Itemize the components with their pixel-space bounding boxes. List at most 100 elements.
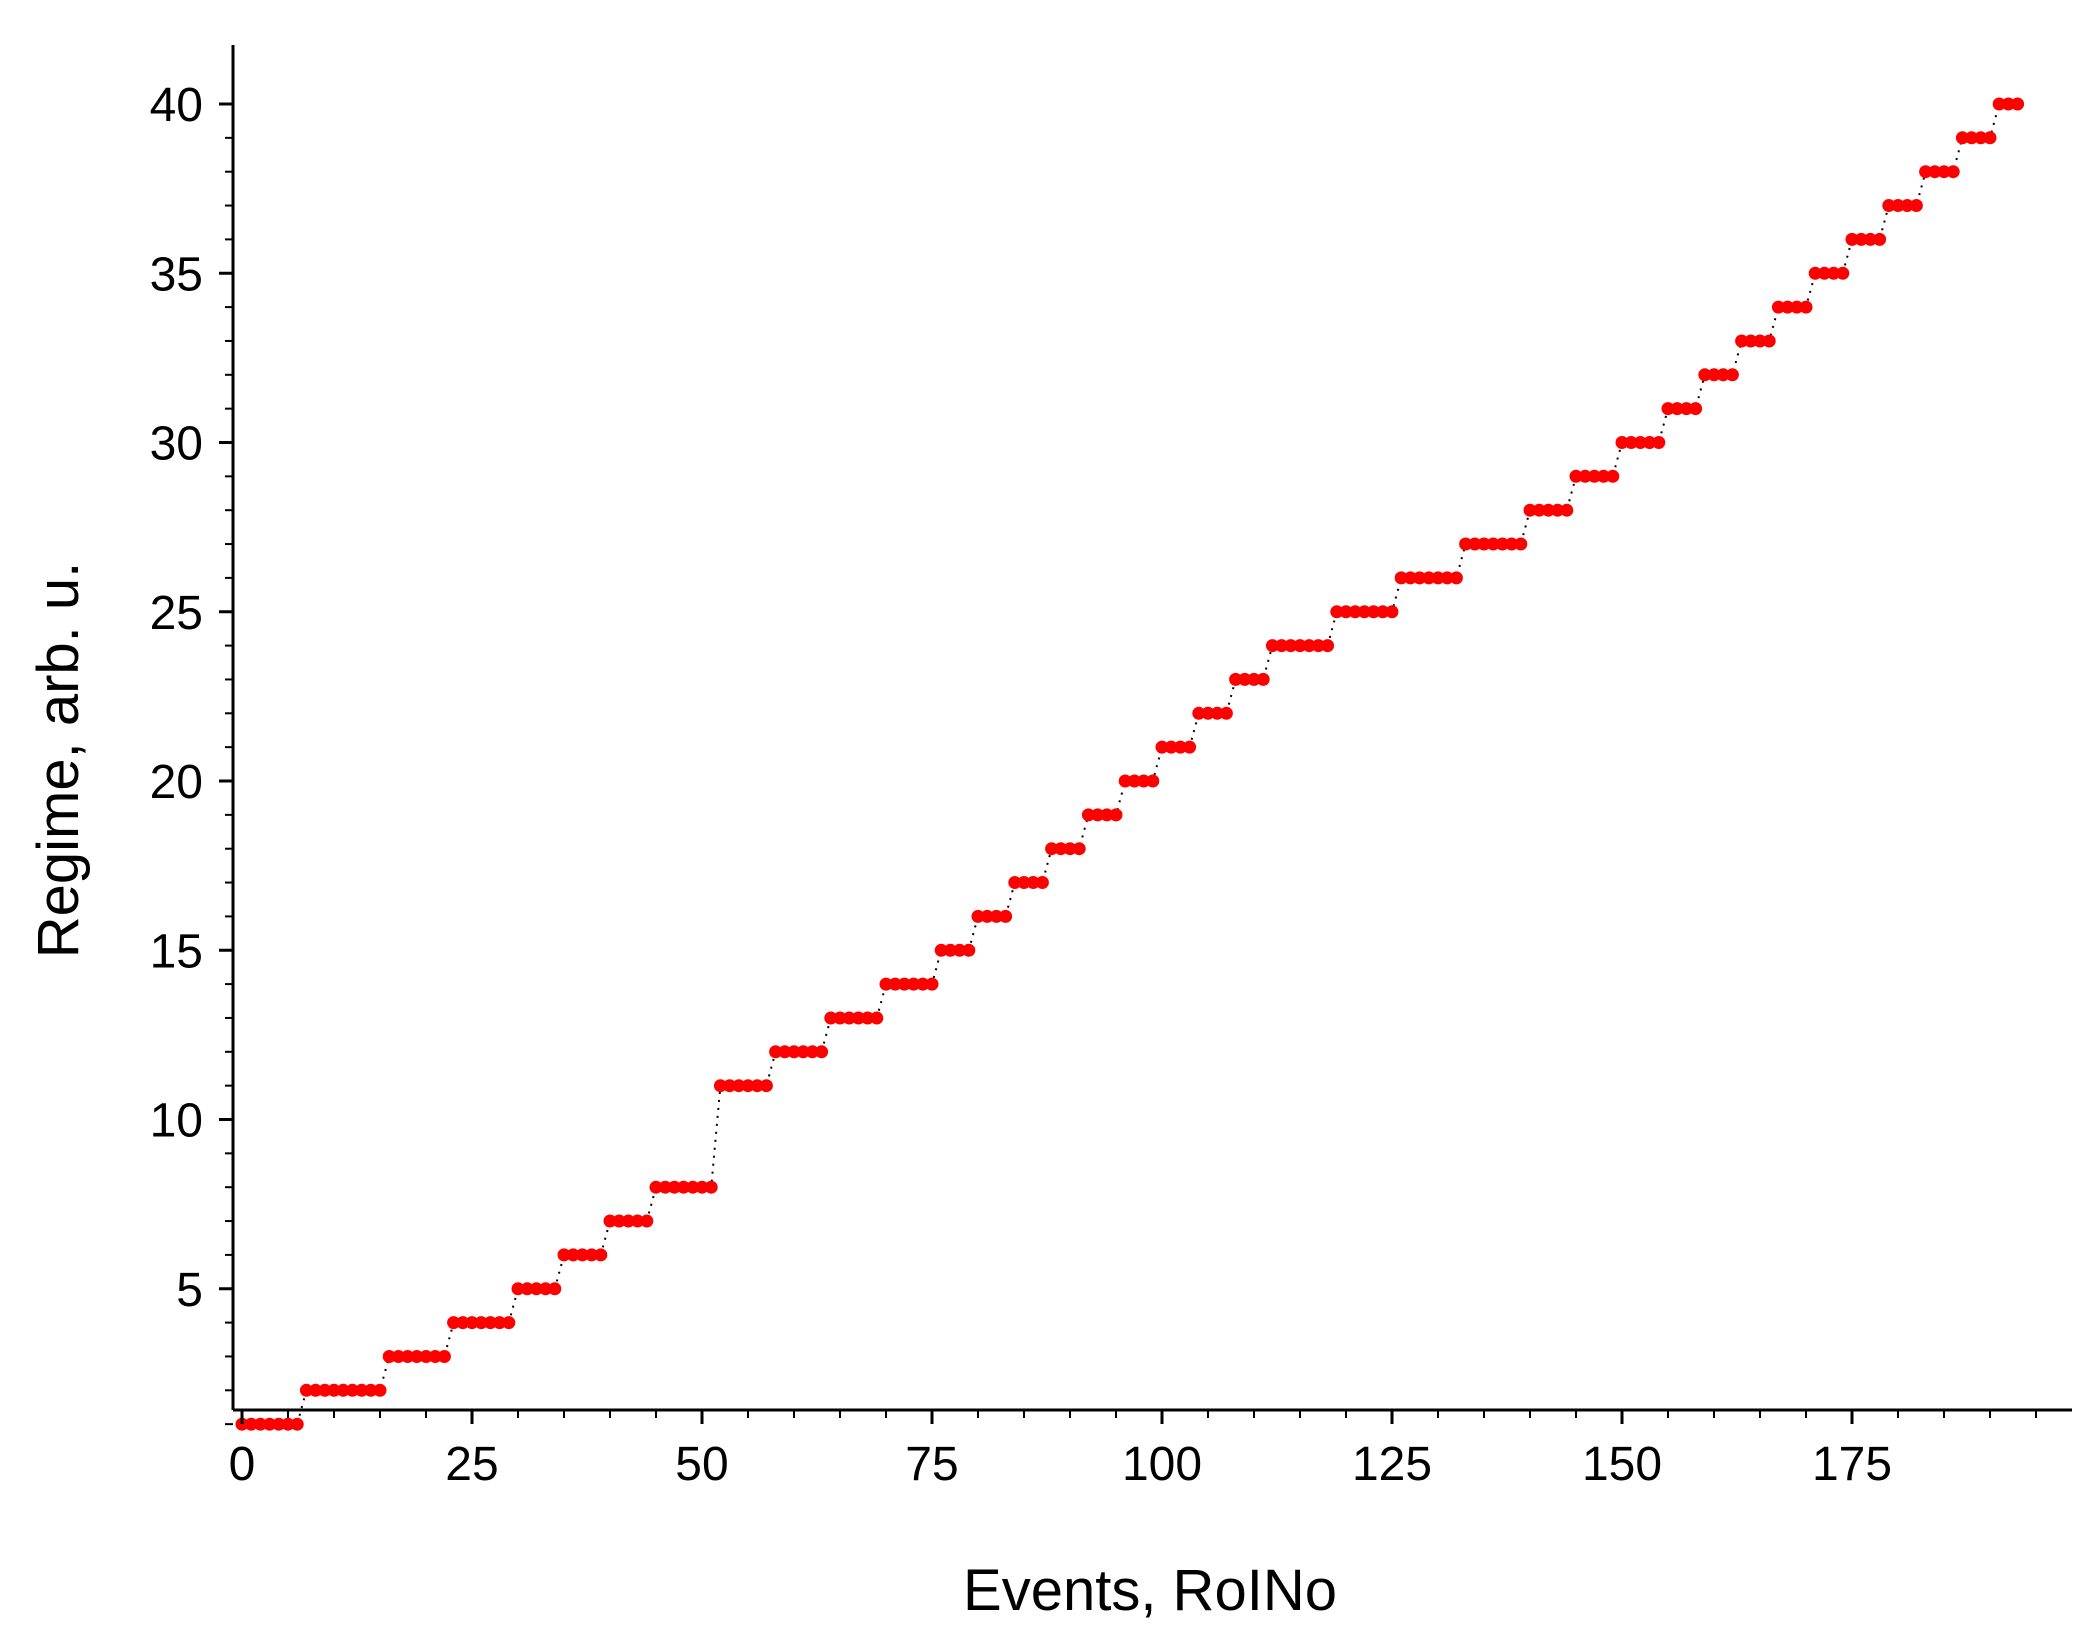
data-point xyxy=(1643,436,1657,449)
data-point xyxy=(980,909,994,923)
data-point xyxy=(456,1316,470,1330)
data-point xyxy=(934,943,948,957)
data-point xyxy=(474,1316,488,1330)
data-point xyxy=(1725,368,1739,382)
data-point xyxy=(1762,334,1776,348)
data-point xyxy=(447,1316,461,1330)
data-point xyxy=(1735,334,1749,348)
data-point xyxy=(1367,605,1381,619)
data-point xyxy=(244,1417,258,1431)
y-axis-title: Regime, arb. u. xyxy=(26,562,91,959)
data-point xyxy=(943,943,957,957)
data-point xyxy=(704,1180,718,1194)
data-point xyxy=(1035,876,1049,889)
data-point xyxy=(1173,740,1187,754)
data-point xyxy=(1965,131,1979,145)
data-point xyxy=(1698,368,1712,382)
data-point xyxy=(1238,672,1252,686)
data-point xyxy=(1293,639,1307,653)
data-point xyxy=(345,1383,359,1397)
data-point xyxy=(428,1350,442,1363)
data-point xyxy=(925,977,939,991)
data-point xyxy=(1854,232,1868,246)
tick-labels: 0 25 50 75 100 125 150 175 5 10 15 20 25 30 35 40 xyxy=(150,79,1892,1491)
y-tick-label: 10 xyxy=(150,1095,203,1148)
y-tick-label: 25 xyxy=(150,587,203,640)
data-point xyxy=(1928,165,1942,179)
data-point xyxy=(1836,266,1850,280)
data-point xyxy=(1661,402,1675,416)
data-point xyxy=(824,1011,838,1025)
data-point xyxy=(1302,639,1316,653)
data-point xyxy=(1707,368,1721,382)
data-point xyxy=(1413,571,1427,585)
data-point xyxy=(723,1079,737,1093)
data-point xyxy=(879,977,893,991)
x-tick-label: 75 xyxy=(905,1438,958,1491)
data-point xyxy=(2001,97,2015,111)
data-point xyxy=(1790,300,1804,314)
data-point xyxy=(1799,300,1813,314)
data-point xyxy=(1615,436,1629,449)
data-point xyxy=(962,943,976,957)
data-point xyxy=(1155,740,1169,754)
data-point xyxy=(1891,199,1905,212)
data-point xyxy=(253,1417,267,1431)
data-point xyxy=(989,909,1003,923)
data-point xyxy=(1127,774,1141,788)
data-point xyxy=(1385,605,1399,619)
data-point xyxy=(833,1011,847,1025)
data-point xyxy=(1118,774,1132,788)
data-point xyxy=(1505,537,1519,551)
data-point xyxy=(318,1383,332,1397)
data-point xyxy=(1219,706,1233,720)
data-point xyxy=(493,1316,507,1330)
data-point xyxy=(907,977,921,991)
data-point xyxy=(1569,469,1583,483)
data-point xyxy=(355,1383,369,1397)
data-point xyxy=(1026,876,1040,889)
data-point xyxy=(741,1079,755,1093)
data-point xyxy=(419,1350,433,1363)
data-point xyxy=(272,1417,286,1431)
data-point xyxy=(1348,605,1362,619)
x-tick-label: 25 xyxy=(445,1438,498,1491)
data-point xyxy=(1716,368,1730,382)
data-point xyxy=(1054,842,1068,856)
data-point xyxy=(1137,774,1151,788)
data-point xyxy=(1937,165,1951,179)
data-point xyxy=(299,1383,313,1397)
data-point xyxy=(1229,672,1243,686)
data-point xyxy=(1541,503,1555,517)
data-point xyxy=(1845,232,1859,246)
data-point xyxy=(1192,706,1206,720)
data-point xyxy=(1514,537,1528,551)
data-point xyxy=(1091,808,1105,822)
data-point xyxy=(1873,232,1887,246)
y-tick-label: 5 xyxy=(176,1264,203,1317)
data-point xyxy=(1955,131,1969,145)
data-point xyxy=(437,1350,451,1363)
data-point xyxy=(1146,774,1160,788)
data-point xyxy=(640,1214,654,1228)
data-point xyxy=(1606,469,1620,483)
data-point xyxy=(502,1316,516,1330)
x-tick-label: 50 xyxy=(675,1438,728,1491)
data-point xyxy=(520,1282,534,1296)
data-point xyxy=(263,1417,277,1431)
data-point xyxy=(861,1011,875,1025)
data-point xyxy=(1863,232,1877,246)
data-point xyxy=(787,1045,801,1059)
data-point xyxy=(1633,436,1647,449)
data-point xyxy=(364,1383,378,1397)
x-axis-title: Events, RoINo xyxy=(963,1558,1337,1623)
data-point xyxy=(1330,605,1344,619)
data-point xyxy=(1431,571,1445,585)
data-point xyxy=(557,1248,571,1262)
data-point xyxy=(1882,199,1896,212)
y-tick-label: 20 xyxy=(150,756,203,809)
series-connector-path xyxy=(242,103,2018,1426)
data-point xyxy=(1781,300,1795,314)
x-tick-label: 0 xyxy=(229,1438,256,1491)
data-point xyxy=(1449,571,1463,585)
